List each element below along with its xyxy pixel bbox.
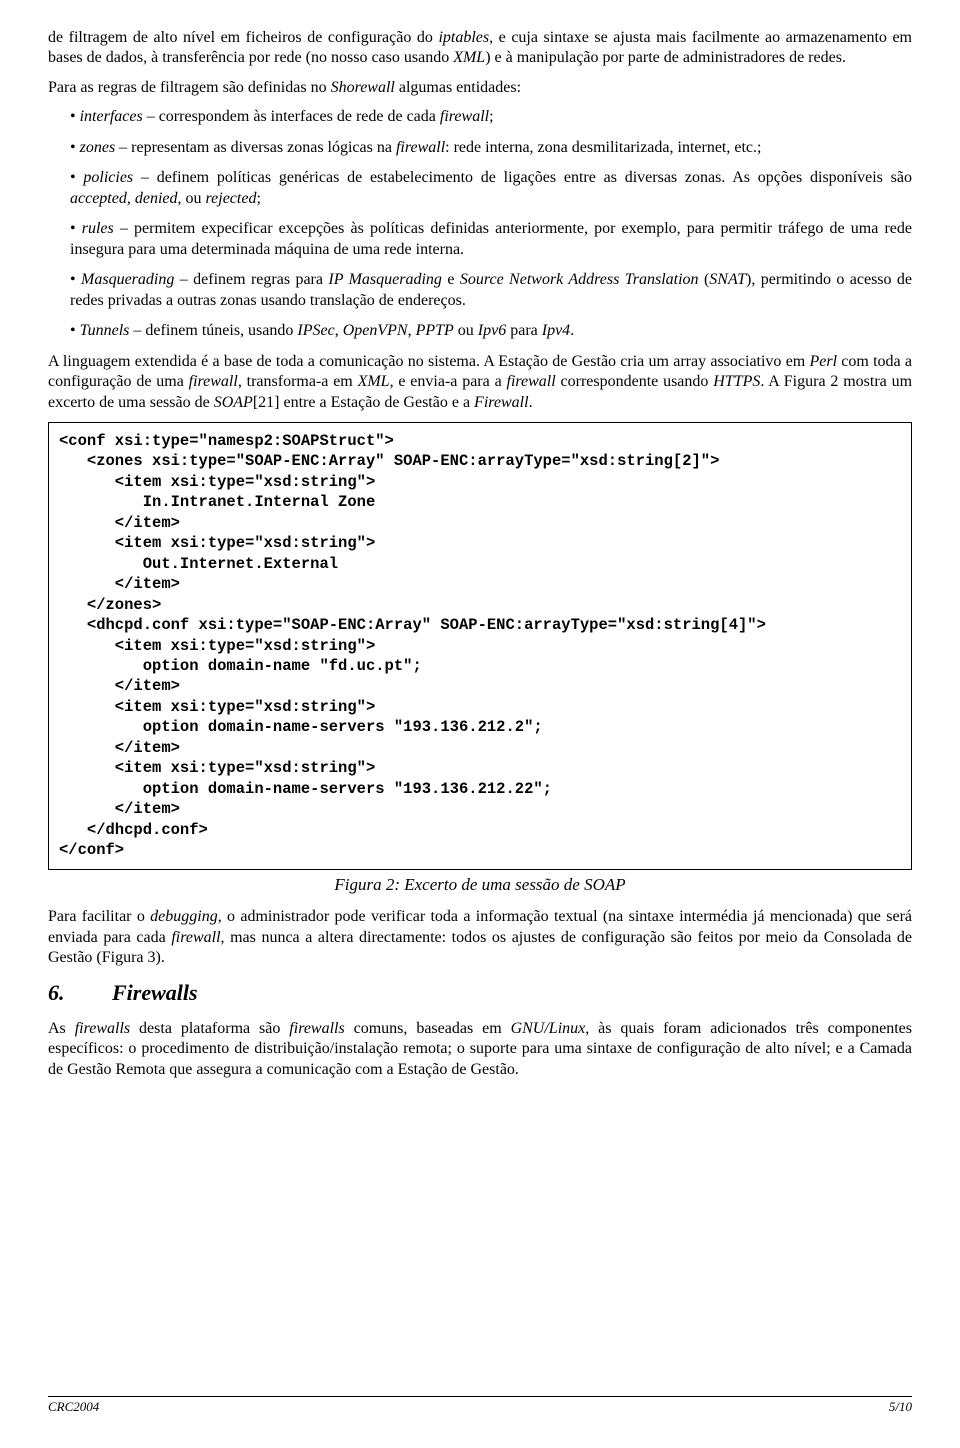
paragraph-2: Para as regras de filtragem são definida… xyxy=(48,78,912,98)
paragraph-5: As firewalls desta plataforma são firewa… xyxy=(48,1019,912,1080)
list-item: policies – definem políticas genéricas d… xyxy=(48,168,912,209)
figure-caption: Figura 2: Excerto de uma sessão de SOAP xyxy=(48,874,912,896)
page-footer: CRC2004 5/10 xyxy=(48,1396,912,1416)
list-item: zones – representam as diversas zonas ló… xyxy=(48,138,912,158)
entity-list: interfaces – correspondem às interfaces … xyxy=(48,107,912,341)
paragraph-3: A linguagem extendida é a base de toda a… xyxy=(48,352,912,413)
list-item: Tunnels – definem túneis, usando IPSec, … xyxy=(48,321,912,341)
section-heading: 6.Firewalls xyxy=(48,979,912,1007)
list-item: interfaces – correspondem às interfaces … xyxy=(48,107,912,127)
footer-right: 5/10 xyxy=(889,1399,912,1416)
code-listing: <conf xsi:type="namesp2:SOAPStruct"> <zo… xyxy=(48,422,912,870)
list-item: Masquerading – definem regras para IP Ma… xyxy=(48,270,912,311)
list-item: rules – permitem expecificar excepções à… xyxy=(48,219,912,260)
paragraph-4: Para facilitar o debugging, o administra… xyxy=(48,907,912,968)
footer-left: CRC2004 xyxy=(48,1399,99,1416)
paragraph-1: de filtragem de alto nível em ficheiros … xyxy=(48,28,912,69)
